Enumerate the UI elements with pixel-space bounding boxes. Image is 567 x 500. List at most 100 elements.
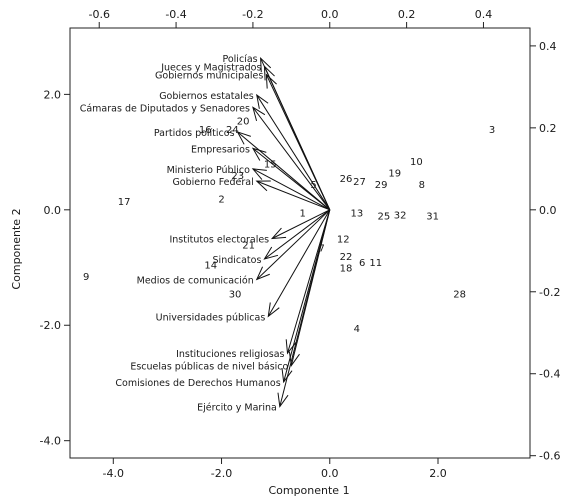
loading-arrow [256, 94, 331, 211]
loading-arrowhead [255, 180, 271, 192]
plot-frame [69, 27, 531, 459]
loading-label: Medios de comunicación [137, 275, 254, 286]
loading-label: Escuelas públicas de nivel básico [130, 362, 288, 373]
right-tick-label: 0.2 [539, 122, 557, 135]
loading-label: Gobierno Federal [172, 177, 253, 188]
loading-label: Ministerio Público [167, 165, 251, 176]
observation-label: 14 [204, 261, 217, 272]
loading-label: Comisiones de Derechos Humanos [115, 378, 280, 389]
loading-arrowhead [260, 56, 272, 73]
observation-label: 25 [378, 212, 391, 223]
observation-label: 29 [375, 180, 388, 191]
top-tick-label: -0.4 [165, 8, 186, 21]
loading-label: Gobiernos municipales [155, 71, 263, 82]
observation-label: 1 [300, 209, 306, 220]
left-axis: -4.0 -2.0 0.0 2.0 [40, 88, 70, 448]
top-tick-label: 0.2 [398, 8, 416, 21]
y-tick-label: 2.0 [44, 88, 62, 101]
observation-label: 7 [318, 243, 324, 254]
loading-arrow [264, 209, 331, 260]
right-tick-label: -0.4 [539, 368, 560, 381]
loading-arrow [267, 209, 331, 317]
loading-arrow [256, 209, 331, 280]
right-tick-label: -0.6 [539, 450, 560, 463]
right-tick-label: -0.2 [539, 286, 560, 299]
loading-arrowhead [281, 367, 293, 384]
observation-label: 8 [419, 180, 425, 191]
observation-label: 5 [310, 180, 316, 191]
loading-label: Cámaras de Diputados y Senadores [80, 103, 250, 114]
y-tick-label: -2.0 [40, 319, 61, 332]
y-tick-label: -4.0 [40, 435, 61, 448]
loading-arrow [252, 168, 330, 211]
loading-arrow [279, 209, 331, 407]
loading-arrow [271, 209, 330, 239]
observation-label: 26 [340, 174, 353, 185]
observation-labels: 1234567891011121314151617181920212223242… [83, 116, 495, 335]
loading-label: Instituciones religiosas [176, 349, 284, 360]
observation-label: 10 [410, 157, 423, 168]
right-axis: 0.4 0.2 0.0 -0.2 -0.4 -0.6 [530, 40, 560, 463]
top-tick-label: 0.0 [321, 8, 339, 21]
loading-arrow [237, 131, 331, 211]
loading-label: Empresarios [191, 144, 250, 155]
loading-arrowhead [270, 227, 287, 240]
loading-arrowhead [267, 302, 280, 318]
observation-label: 19 [388, 168, 401, 179]
top-tick-label: -0.2 [242, 8, 263, 21]
observation-label: 9 [83, 272, 89, 283]
plot-area [69, 27, 531, 459]
top-tick-label: -0.6 [88, 8, 109, 21]
loading-arrowhead [256, 93, 269, 109]
observation-label: 32 [394, 210, 407, 221]
bottom-axis: -4.0 -2.0 0.0 2.0 [103, 458, 447, 480]
observation-label: 17 [118, 197, 131, 208]
observation-label: 31 [426, 212, 439, 223]
loading-arrow [256, 180, 330, 211]
x-tick-label: 2.0 [429, 467, 447, 480]
observation-label: 30 [229, 290, 242, 301]
loading-label: Institutos electorales [169, 234, 269, 245]
observation-label: 15 [264, 160, 277, 171]
loading-arrowhead [255, 266, 270, 281]
loading-label: Policías [222, 54, 257, 65]
loading-arrowhead [236, 131, 251, 145]
y-axis-title: Componente 2 [10, 208, 23, 289]
observation-label: 20 [237, 116, 250, 127]
x-axis-title: Componente 1 [268, 484, 349, 497]
observation-label: 23 [231, 171, 244, 182]
x-tick-label: -4.0 [103, 467, 124, 480]
loading-arrowhead [251, 147, 267, 161]
y-tick-label: 0.0 [44, 204, 62, 217]
observation-label: 28 [453, 290, 466, 301]
observation-label: 22 [340, 252, 353, 263]
right-tick-label: 0.0 [539, 204, 557, 217]
loading-arrowhead [252, 106, 266, 122]
x-tick-label: 0.0 [321, 467, 339, 480]
observation-label: 6 [359, 258, 365, 269]
observation-label: 18 [340, 264, 353, 275]
loading-label: Universidades públicas [156, 312, 266, 323]
loading-arrow [263, 66, 331, 211]
observation-label: 24 [226, 125, 239, 136]
loading-arrowhead [263, 246, 279, 260]
observation-label: 11 [369, 258, 382, 269]
loading-label: Ejército y Marina [197, 403, 277, 414]
loading-label: Jueces y Magistrados [160, 62, 261, 73]
loading-arrowhead [251, 168, 267, 180]
right-tick-label: 0.4 [539, 40, 557, 53]
observation-label: 16 [199, 125, 212, 136]
loading-label: Partidos políticos [154, 128, 235, 139]
observation-label: 2 [218, 194, 224, 205]
observation-label: 13 [350, 209, 363, 220]
observation-label: 3 [489, 125, 495, 136]
observation-label: 27 [353, 177, 366, 188]
loading-arrowhead [265, 73, 277, 89]
loading-arrows [236, 56, 331, 408]
top-tick-label: 0.4 [475, 8, 493, 21]
observation-label: 21 [242, 240, 255, 251]
top-axis: -0.6 -0.4 -0.2 0.0 0.2 0.4 [88, 8, 492, 28]
x-tick-label: -2.0 [211, 467, 232, 480]
